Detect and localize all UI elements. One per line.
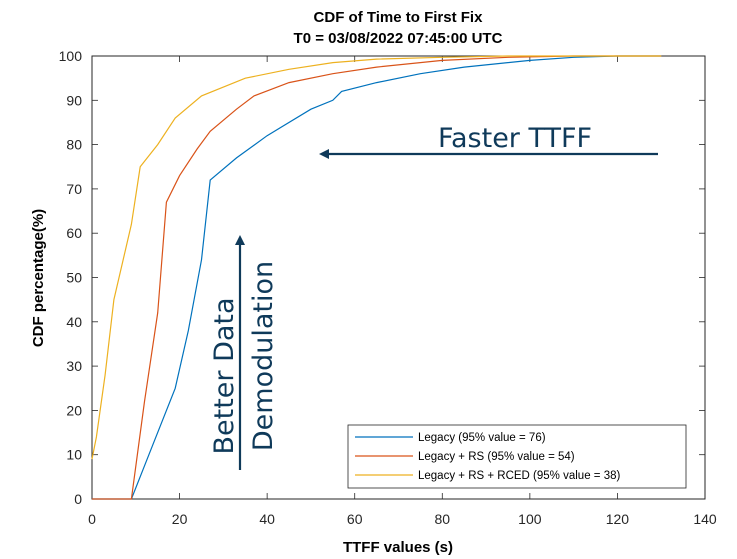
y-tick-label: 70 [66,181,82,197]
x-tick-label: 80 [434,511,450,527]
annotation-faster-ttff: Faster TTFF [319,123,658,159]
legend-label-legacy-rs: Legacy + RS (95% value = 54) [418,451,575,463]
demodulation-text: Demodulation [248,261,279,451]
y-tick-label: 100 [59,48,83,64]
series-line-legacy-rs-rced [91,55,662,460]
axis-ticks: 0 20 40 60 80 100 120 140 0 10 20 30 40 50 60 70 80 90 100 [59,48,717,527]
x-tick-label: 20 [172,511,188,527]
series-lines [91,55,662,500]
annotation-better-data: Better Data Demodulation [209,235,279,470]
series-line-legacy [92,55,662,500]
y-tick-label: 50 [66,270,82,286]
y-tick-label: 30 [66,358,82,374]
y-tick-label: 0 [74,491,82,507]
chart-subtitle: T0 = 03/08/2022 07:45:00 UTC [294,30,503,47]
y-tick-label: 40 [66,314,82,330]
x-tick-label: 140 [693,511,717,527]
x-tick-label: 120 [606,511,630,527]
y-axis-label: CDF percentage(%) [30,209,47,347]
x-tick-label: 60 [347,511,363,527]
legend-label-legacy-rs-rced: Legacy + RS + RCED (95% value = 38) [418,470,620,482]
legend-label-legacy: Legacy (95% value = 76) [418,432,546,444]
y-tick-label: 10 [66,447,82,463]
legend: Legacy (95% value = 76) Legacy + RS (95%… [347,424,687,489]
x-tick-label: 0 [88,511,96,527]
y-tick-label: 90 [66,92,82,108]
series-line-legacy-rs [92,55,662,500]
x-axis-label: TTFF values (s) [343,539,453,556]
better-data-text: Better Data [209,297,240,454]
y-tick-label: 60 [66,225,82,241]
x-tick-label: 100 [518,511,542,527]
faster-ttff-text: Faster TTFF [438,123,592,154]
y-tick-label: 20 [66,402,82,418]
y-tick-label: 80 [66,137,82,153]
x-tick-label: 40 [259,511,275,527]
chart-title: CDF of Time to First Fix [314,9,484,26]
